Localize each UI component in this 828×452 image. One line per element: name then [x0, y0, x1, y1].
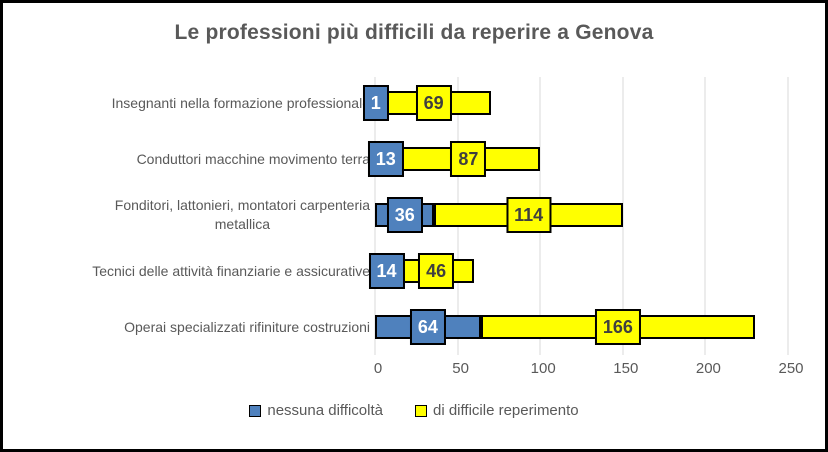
category-label: Fonditori, lattonieri, montatori carpent…: [114, 197, 370, 232]
legend-label: di difficile reperimento: [433, 402, 579, 419]
bar-value-label: 36: [386, 197, 423, 233]
bar-row: Fonditori, lattonieri, montatori carpent…: [3, 187, 825, 243]
category-label-cell: Fonditori, lattonieri, montatori carpent…: [3, 187, 375, 243]
legend-item: nessuna difficoltà: [249, 402, 383, 419]
x-tick-label: 250: [778, 360, 804, 377]
gridline: [704, 77, 706, 355]
chart-title: Le professioni più difficili da reperire…: [174, 21, 654, 44]
category-label-cell: Insegnanti nella formazione professional…: [3, 75, 375, 131]
bar-value-label: 114: [506, 197, 552, 233]
category-label: Conduttori macchine movimento terra: [136, 150, 370, 167]
bar-row: Conduttori macchine movimento terra 13 87: [3, 131, 825, 187]
chart-area: Insegnanti nella formazione professional…: [3, 75, 825, 355]
bar-value-label: 1: [362, 85, 389, 121]
x-tick-label: 100: [530, 360, 556, 377]
gridline: [622, 77, 624, 355]
bar-value-label: 69: [415, 85, 452, 121]
x-tick-label: 200: [695, 360, 721, 377]
legend: nessuna difficoltà di difficile reperimen…: [3, 402, 825, 419]
x-tick-label: 0: [373, 360, 383, 377]
bar-value-label: 87: [450, 141, 487, 177]
bar-cell: 14 46: [368, 243, 788, 299]
legend-swatch: [415, 404, 427, 417]
bar-row: Tecnici delle attività finanziarie e ass…: [3, 243, 825, 299]
category-label: Tecnici delle attività finanziarie e ass…: [92, 262, 370, 279]
bar-value-label: 13: [367, 141, 404, 177]
bar-cell: 36 114: [375, 187, 788, 243]
bar-value-label: 64: [409, 309, 446, 345]
bar-cell: 64 166: [375, 299, 788, 355]
bar-value-label: 46: [418, 253, 455, 289]
plot-rows: Insegnanti nella formazione professional…: [3, 75, 825, 355]
bar-cell: 13 87: [367, 131, 788, 187]
x-tick-label: 150: [613, 360, 639, 377]
legend-swatch: [249, 404, 262, 417]
legend-label: nessuna difficoltà: [267, 402, 383, 419]
category-label-cell: Conduttori macchine movimento terra: [3, 131, 375, 187]
bar-cell: 1 69: [362, 75, 788, 131]
gridline: [787, 77, 789, 355]
bar-value-label: 14: [368, 253, 405, 289]
category-label-cell: Tecnici delle attività finanziarie e ass…: [3, 243, 375, 299]
category-label-cell: Operai specializzati rifiniture costruzi…: [3, 299, 375, 355]
x-tick-label: 50: [452, 360, 469, 377]
bar-row: Operai specializzati rifiniture costruzi…: [3, 299, 825, 355]
category-label: Operai specializzati rifiniture costruzi…: [124, 318, 370, 335]
bar-value-label: 166: [594, 309, 641, 345]
legend-item: di difficile reperimento: [415, 402, 579, 419]
x-axis: 0 50 100 150 200 250: [374, 355, 804, 381]
bar-row: Insegnanti nella formazione professional…: [3, 75, 825, 131]
category-label: Insegnanti nella formazione professional…: [111, 94, 370, 111]
